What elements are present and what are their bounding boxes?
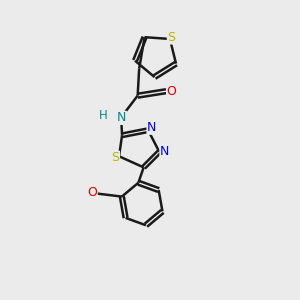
- Text: H: H: [99, 109, 108, 122]
- Text: S: S: [167, 31, 175, 44]
- Text: N: N: [147, 121, 156, 134]
- Text: O: O: [87, 186, 97, 199]
- Text: O: O: [167, 85, 176, 98]
- Text: S: S: [112, 151, 119, 164]
- Text: N: N: [117, 111, 126, 124]
- Text: N: N: [160, 145, 169, 158]
